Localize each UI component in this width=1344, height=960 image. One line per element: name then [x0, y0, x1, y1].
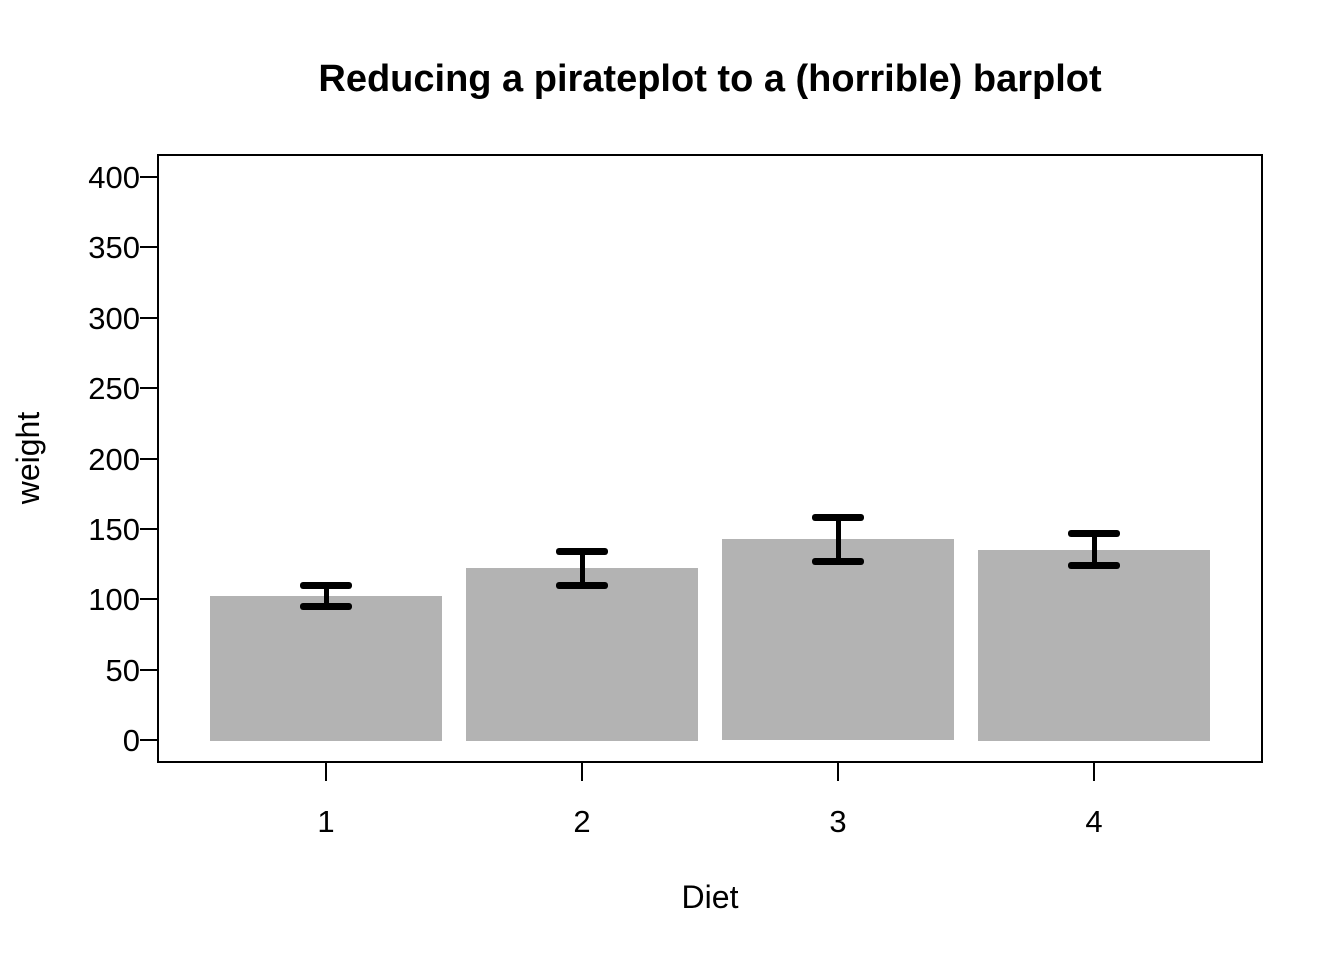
x-tick-label: 3 [829, 804, 847, 839]
x-tick-mark [581, 763, 583, 781]
y-tick-label: 300 [88, 301, 140, 336]
x-axis-label: Diet [681, 879, 739, 915]
error-bar-line [836, 518, 841, 562]
y-axis-label: weight [10, 411, 46, 505]
x-tick-label: 4 [1085, 804, 1103, 839]
y-tick-mark [140, 739, 157, 741]
error-bar-upper-cap [556, 548, 608, 555]
x-tick-label: 1 [317, 804, 335, 839]
error-bar-lower-cap [300, 603, 352, 610]
error-bar-upper-cap [300, 582, 352, 589]
error-bar-line [324, 585, 329, 606]
error-bar-lower-cap [556, 582, 608, 589]
y-tick-label: 350 [88, 230, 140, 265]
chart-title: Reducing a pirateplot to a (horrible) ba… [318, 58, 1102, 100]
error-bar-upper-cap [1068, 530, 1120, 537]
plot-box [157, 154, 1263, 763]
y-tick-label: 200 [88, 442, 140, 477]
y-tick-label: 150 [88, 512, 140, 547]
y-tick-mark [140, 317, 157, 319]
y-tick-mark [140, 387, 157, 389]
x-tick-mark [1093, 763, 1095, 781]
y-tick-mark [140, 528, 157, 530]
y-tick-label: 400 [88, 160, 140, 195]
y-tick-mark [140, 246, 157, 248]
y-tick-mark [140, 458, 157, 460]
y-tick-mark [140, 598, 157, 600]
bar-diet-3 [722, 539, 954, 740]
bar-diet-1 [210, 596, 442, 741]
error-bar-line [580, 552, 585, 586]
y-tick-label: 250 [88, 371, 140, 406]
bar-diet-2 [466, 568, 698, 741]
bar-diet-4 [978, 550, 1210, 741]
error-bar-lower-cap [1068, 562, 1120, 569]
x-tick-mark [837, 763, 839, 781]
error-bar-lower-cap [812, 558, 864, 565]
x-tick-mark [325, 763, 327, 781]
error-bar-upper-cap [812, 514, 864, 521]
y-tick-label: 0 [122, 723, 140, 758]
x-tick-label: 2 [573, 804, 591, 839]
error-bar-line [1092, 533, 1097, 565]
y-tick-mark [140, 669, 157, 671]
y-tick-mark [140, 176, 157, 178]
y-tick-label: 50 [105, 653, 140, 688]
y-tick-label: 100 [88, 582, 140, 617]
